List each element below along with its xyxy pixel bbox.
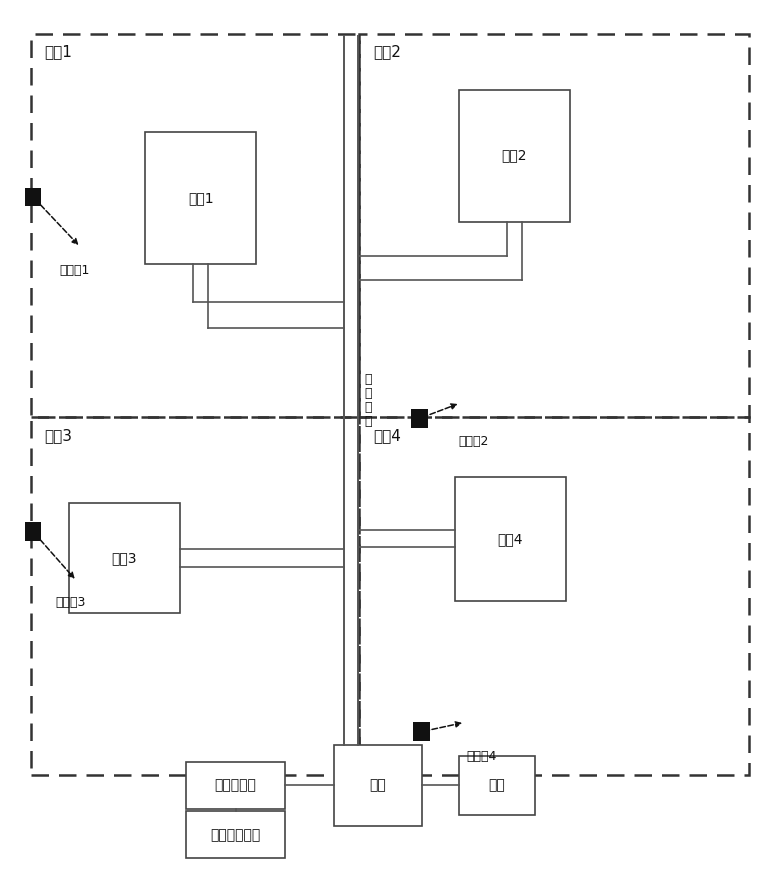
- Text: 区域3: 区域3: [44, 428, 73, 442]
- Bar: [413, 722, 430, 741]
- Text: 风阀1: 风阀1: [188, 191, 214, 205]
- Bar: [186, 762, 285, 809]
- Text: 温控器1: 温控器1: [59, 264, 90, 277]
- Bar: [455, 477, 566, 600]
- Text: 风阀2: 风阀2: [502, 149, 527, 163]
- Bar: [30, 417, 360, 775]
- Bar: [186, 812, 285, 859]
- Text: 区域1: 区域1: [44, 44, 73, 59]
- Text: 温控器4: 温控器4: [466, 750, 497, 763]
- Text: 风
管
管
道: 风 管 管 道: [364, 373, 371, 428]
- Bar: [411, 409, 428, 428]
- Text: 风阀3: 风阀3: [112, 551, 137, 565]
- Text: 温控器2: 温控器2: [459, 434, 489, 448]
- Bar: [30, 34, 360, 417]
- Bar: [459, 755, 535, 815]
- Bar: [25, 188, 41, 206]
- Bar: [459, 90, 569, 222]
- Bar: [145, 132, 256, 264]
- Text: 区域控制终端: 区域控制终端: [211, 828, 261, 842]
- Text: 外机: 外机: [488, 779, 505, 793]
- Text: 区域4: 区域4: [373, 428, 401, 442]
- Bar: [69, 502, 179, 614]
- Bar: [360, 417, 750, 775]
- Bar: [334, 745, 422, 826]
- Text: 温控器3: 温控器3: [55, 596, 86, 609]
- Text: 风阀4: 风阀4: [498, 532, 523, 546]
- Text: 内机: 内机: [370, 779, 386, 793]
- Text: 区域2: 区域2: [373, 44, 401, 59]
- Bar: [360, 34, 750, 417]
- Bar: [25, 522, 41, 541]
- Text: 风阀控制器: 风阀控制器: [215, 779, 257, 793]
